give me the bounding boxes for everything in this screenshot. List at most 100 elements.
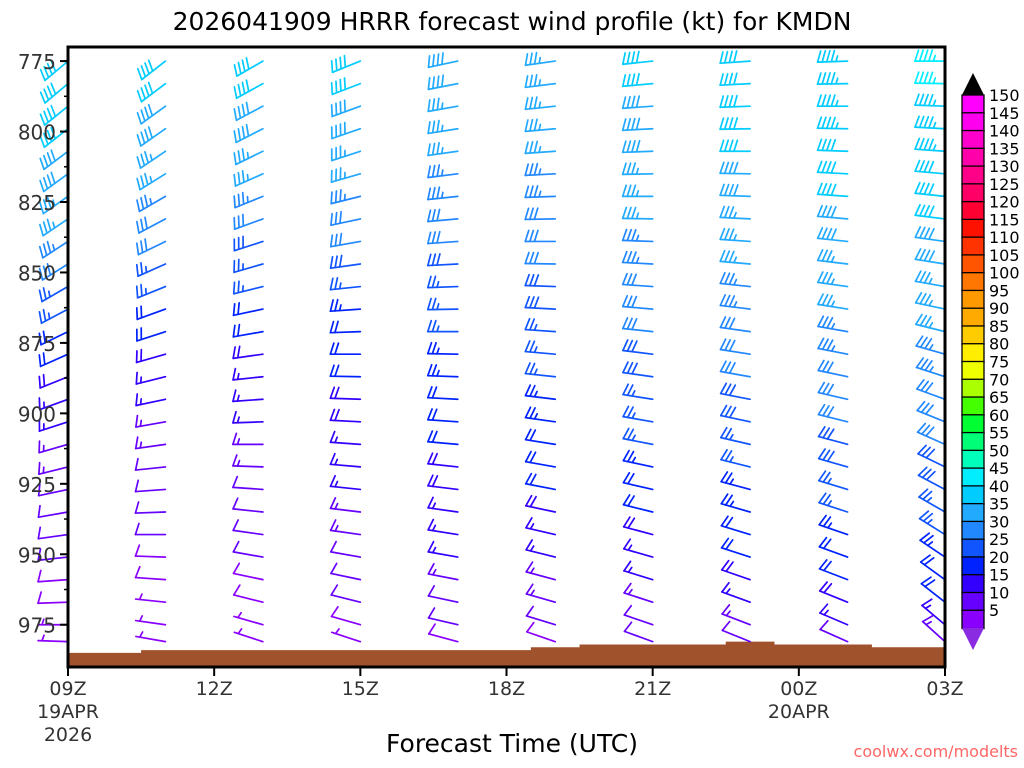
barb-full [436, 97, 440, 111]
barb-half [823, 609, 829, 616]
barb-full [329, 452, 336, 466]
colorbar-band [961, 325, 985, 345]
barb-staff [233, 631, 264, 643]
barb-full [232, 410, 237, 424]
barb-full [723, 228, 730, 241]
barb-full [42, 308, 47, 322]
barb-half [533, 323, 538, 332]
barb-full [427, 408, 433, 421]
barb-half [635, 190, 640, 198]
barb-full [134, 479, 140, 493]
barb-full [923, 49, 929, 62]
barb-full [134, 522, 140, 536]
colorbar-tick-label: 30 [989, 512, 1009, 531]
y-tick-label: 800 [18, 121, 56, 145]
barb-half [533, 368, 538, 376]
barb-full [241, 81, 246, 95]
barb-full [529, 451, 537, 464]
colorbar-band [961, 183, 985, 203]
barb-half [149, 197, 153, 206]
barb-full [140, 196, 145, 210]
barb-full [232, 475, 239, 489]
barb-full [623, 621, 633, 633]
barb-full [925, 448, 936, 459]
barb-full [135, 263, 139, 278]
barb-full [719, 271, 726, 285]
barb-full [529, 96, 534, 110]
barb-full [144, 62, 150, 75]
barb-half [533, 412, 539, 420]
barb-full [524, 163, 530, 177]
barb-full [914, 93, 920, 106]
barb-full [923, 93, 929, 107]
barb-full [733, 117, 739, 130]
barb-full [528, 273, 535, 287]
barb-full [427, 562, 435, 575]
barb-full [919, 554, 931, 563]
barb-half [431, 524, 437, 532]
barb-half [932, 99, 937, 107]
barb-full [816, 138, 823, 152]
colorbar-tick-label: 135 [989, 139, 1020, 158]
y-tick-label: 950 [18, 543, 56, 567]
barb-full [245, 101, 250, 115]
colorbar-tick-label: 5 [989, 601, 999, 620]
barb-half [52, 243, 56, 252]
barb-full [46, 262, 52, 276]
barb-full [830, 116, 836, 130]
colorbar-band [961, 556, 985, 576]
barb-full [622, 449, 630, 462]
barb-full [723, 117, 729, 131]
x-date-label: 2026 [44, 724, 92, 746]
barb-full [928, 183, 935, 196]
barb-full [436, 141, 440, 156]
colorbar-tick-label: 60 [989, 406, 1009, 425]
barb-full [529, 473, 537, 486]
barb-full [822, 427, 831, 439]
barb-full [923, 557, 935, 566]
barb-full [528, 251, 535, 265]
barb-full [135, 393, 139, 407]
barb-half [725, 610, 731, 617]
barb-half [236, 459, 241, 467]
barb-full [723, 72, 729, 86]
barb-full [334, 190, 338, 204]
barb-full [818, 514, 827, 526]
barb-staff [134, 511, 167, 514]
barb-full [825, 161, 832, 174]
barb-full [826, 316, 834, 329]
barb-full [821, 227, 828, 240]
barb-half [725, 588, 731, 595]
barb-full [728, 117, 734, 130]
barb-full [529, 163, 534, 176]
barb-full [237, 128, 242, 142]
barb-half [729, 478, 735, 485]
barb-full [818, 536, 828, 548]
barb-full [622, 538, 632, 550]
barb-half [529, 567, 535, 574]
barb-full [921, 598, 933, 607]
barb-full [631, 162, 637, 176]
barb-full [39, 135, 46, 149]
barb-full [140, 175, 145, 189]
barb-full [334, 211, 338, 226]
barb-half [538, 123, 542, 131]
colorbar-band [961, 574, 985, 594]
colorbar-band [961, 218, 985, 239]
barb-full [821, 94, 827, 108]
barb-full [135, 242, 140, 256]
colorbar-tick-label: 115 [989, 210, 1020, 229]
barb-full [919, 358, 929, 370]
barb-full [916, 422, 927, 434]
barb-staff [134, 598, 167, 604]
barb-full [233, 173, 237, 187]
colorbar-tick-label: 100 [989, 264, 1020, 283]
barb-full [46, 218, 52, 232]
barb-full [626, 428, 635, 441]
y-tick-label: 925 [18, 473, 56, 497]
barb-full [927, 71, 934, 85]
barb-full [728, 250, 735, 264]
barb-full [719, 338, 727, 351]
